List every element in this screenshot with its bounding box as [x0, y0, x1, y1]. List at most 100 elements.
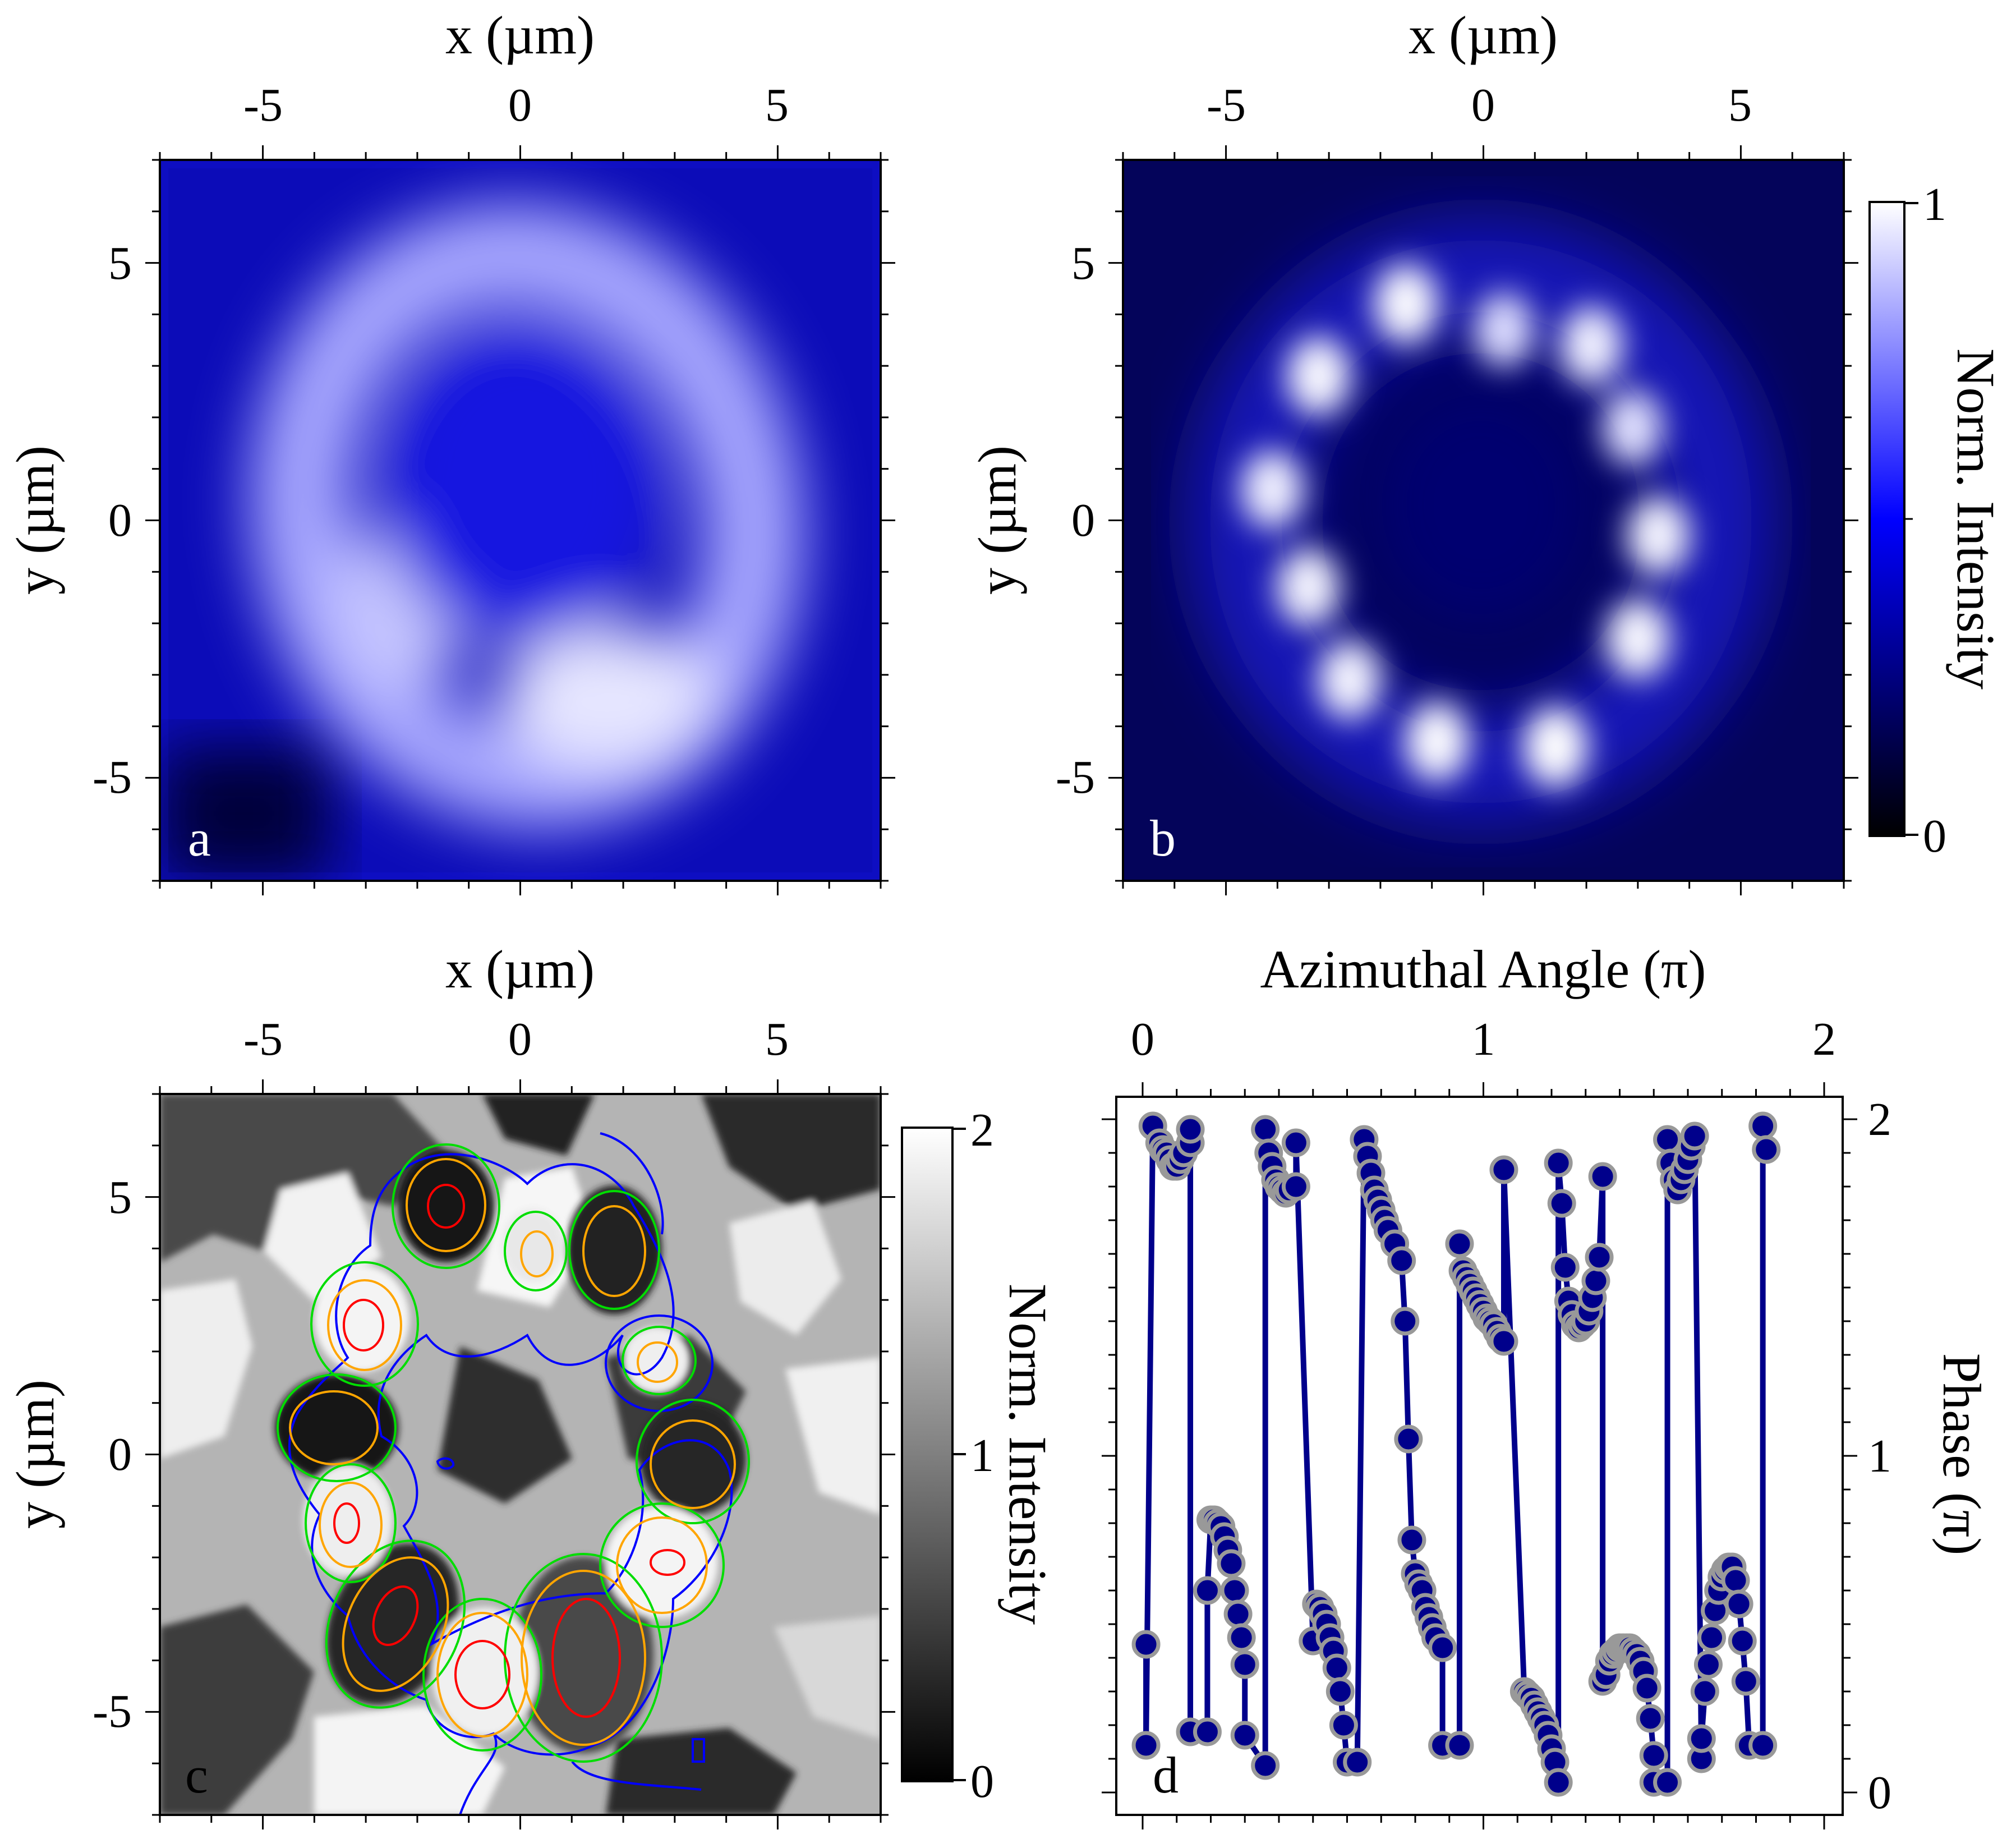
panel-c-contour-green	[422, 1598, 542, 1752]
panel-a-xtick-label: -5	[243, 79, 283, 131]
panel-d-ylabel: Phase (π)	[1932, 1353, 1992, 1555]
panel-c-contour-orange	[319, 1482, 383, 1568]
panel-b-label: b	[1150, 810, 1176, 867]
panel-c-contour-green	[599, 1502, 725, 1628]
panel-c-contour-green	[504, 1211, 568, 1291]
panel-d-series	[1131, 1111, 1781, 1797]
panel-b-frame	[1108, 145, 1858, 895]
panel-d-phase-point	[1547, 1189, 1576, 1218]
panel-c-contour-blue	[459, 1733, 702, 1815]
panel-c-colorbar-label: Norm. Intensity	[998, 1284, 1058, 1625]
panel-d-phase-point	[1325, 1677, 1355, 1706]
panel-b-yticklabels: 5 0 -5	[1056, 237, 1095, 803]
panel-c-contour-green	[277, 1373, 397, 1482]
panel-d-phase-point	[1687, 1724, 1716, 1753]
panel-c-contour-green	[305, 1463, 397, 1583]
panel-d-phase-point	[1724, 1589, 1753, 1619]
panel-d-phase-point	[1343, 1748, 1372, 1777]
panel-b-ytick-label: 5	[1071, 237, 1095, 289]
panel-d-xtick-label: 0	[1131, 1013, 1154, 1065]
panel-d-phase-point	[1728, 1626, 1757, 1656]
panel-d-phase-point	[1193, 1717, 1222, 1746]
panel-d-phase-point	[1131, 1731, 1161, 1760]
panel-d-phase-point	[1632, 1674, 1661, 1703]
panel-b-colorbar-tick: 0	[1923, 810, 1946, 862]
panel-b-colorbar-label: Norm. Intensity	[1946, 348, 2006, 689]
panel-c-ticks	[145, 1079, 895, 1829]
panel-d-phase-point	[1653, 1768, 1682, 1797]
panel-c-contour-orange	[650, 1419, 736, 1509]
panel-c-xtick-label: 0	[508, 1013, 532, 1065]
panel-c-ytick-label: 0	[108, 1428, 132, 1481]
panel-b-spot	[1318, 640, 1382, 720]
panel-c-colorbar-tick: 0	[970, 1755, 994, 1808]
panel-c: x (µm) -5 0 5 y (µm) 5 0 -5	[5, 939, 1058, 1829]
panel-b-spot	[1605, 599, 1670, 679]
panel-d-ticks	[1102, 1082, 1857, 1829]
panel-c-contour-red	[427, 1184, 465, 1229]
panel-d-phase-point	[1227, 1623, 1256, 1652]
panel-d-xtick-label: 2	[1812, 1013, 1836, 1065]
panel-c-contour-red	[343, 1299, 384, 1351]
panel-d-xticklabels: 0 1 2	[1131, 1013, 1836, 1065]
panel-b-ticks	[1108, 145, 1858, 895]
panel-d-phase-point	[1581, 1266, 1610, 1295]
panel-d-phase-point	[1176, 1115, 1205, 1144]
panel-a-label: a	[188, 810, 211, 867]
panel-c-yticklabels: 5 0 -5	[93, 1171, 132, 1737]
panel-d-phase-point	[1281, 1128, 1310, 1157]
panel-c-ytick-label: -5	[93, 1685, 132, 1737]
panel-a-ytick-label: 5	[108, 237, 132, 289]
panel-c-xlabel: x (µm)	[445, 939, 595, 999]
panel-d-phase-point	[1693, 1650, 1723, 1679]
panel-a-ytick-label: 0	[108, 494, 132, 546]
panel-c-contour-orange	[521, 1570, 646, 1746]
panel-d-phase-point	[1680, 1121, 1709, 1151]
panel-c-contour-red	[333, 1502, 360, 1544]
panel-c-contour-orange	[289, 1390, 379, 1465]
panel-b-colorbar: 1 0 Norm. Intensity	[1868, 178, 2006, 862]
panel-d-phase-point	[1230, 1650, 1259, 1679]
panel-c-contour-orange	[520, 1230, 554, 1277]
panel-c-contour-red	[551, 1598, 621, 1718]
panel-a-heatmap	[160, 160, 881, 881]
panel-d-phase-point	[1748, 1731, 1778, 1760]
panel-b-spot	[1523, 706, 1588, 788]
panel-b-heatmap	[1123, 160, 1844, 881]
panel-c-contour-red	[372, 1585, 419, 1646]
panel-c-frame	[145, 1079, 895, 1829]
panel-b-spot	[1560, 306, 1623, 385]
panel-c-contour-green	[622, 1326, 697, 1395]
panel-d-phase-point	[1489, 1327, 1518, 1356]
panel-d-xlabel: Azimuthal Angle (π)	[1260, 939, 1706, 999]
panel-a-ticks	[145, 145, 895, 895]
panel-d-phase-point	[1251, 1115, 1280, 1144]
panel-d-phase-point	[1391, 1307, 1420, 1336]
panel-c-contour-orange	[436, 1612, 528, 1737]
panel-d-phase-point	[1721, 1566, 1750, 1595]
panel-b-xticklabels: -5 0 5	[1207, 79, 1752, 131]
panel-d-phase-point	[1636, 1704, 1665, 1733]
panel-d-ytick-label: 0	[1868, 1767, 1891, 1819]
panel-d-phase-point	[1550, 1253, 1580, 1282]
panel-c-colorbar-tick: 2	[970, 1104, 994, 1156]
panel-a-yticklabels: 5 0 -5	[93, 237, 132, 803]
panel-c-ytick-label: 5	[108, 1171, 132, 1224]
panel-d-phase-point	[1251, 1751, 1280, 1780]
panel-c-xtick-label: -5	[243, 1013, 283, 1065]
panel-c-contour-blue	[436, 1457, 455, 1470]
panel-d-phase-point	[1748, 1111, 1778, 1141]
panel-b-colorbar-tick: 1	[1923, 178, 1946, 231]
panel-d-phase-point	[1544, 1148, 1573, 1178]
panel-a-xlabel: x (µm)	[445, 5, 595, 65]
panel-c-ylabel: y (µm)	[5, 1380, 65, 1529]
panel-c-contour-orange	[616, 1516, 708, 1614]
panel-a-xticklabels: -5 0 5	[243, 79, 789, 131]
panel-a-ytick-label: -5	[93, 751, 132, 803]
panel-d-phase-point	[1445, 1731, 1474, 1760]
panel-d-phase-point	[1322, 1653, 1351, 1682]
panel-c-colorbar: 2 1 0 Norm. Intensity	[901, 1104, 1058, 1808]
panel-b-xtick-label: 5	[1728, 79, 1752, 131]
panel-d-phase-point	[1230, 1721, 1259, 1750]
panel-c-xtick-label: 5	[765, 1013, 789, 1065]
